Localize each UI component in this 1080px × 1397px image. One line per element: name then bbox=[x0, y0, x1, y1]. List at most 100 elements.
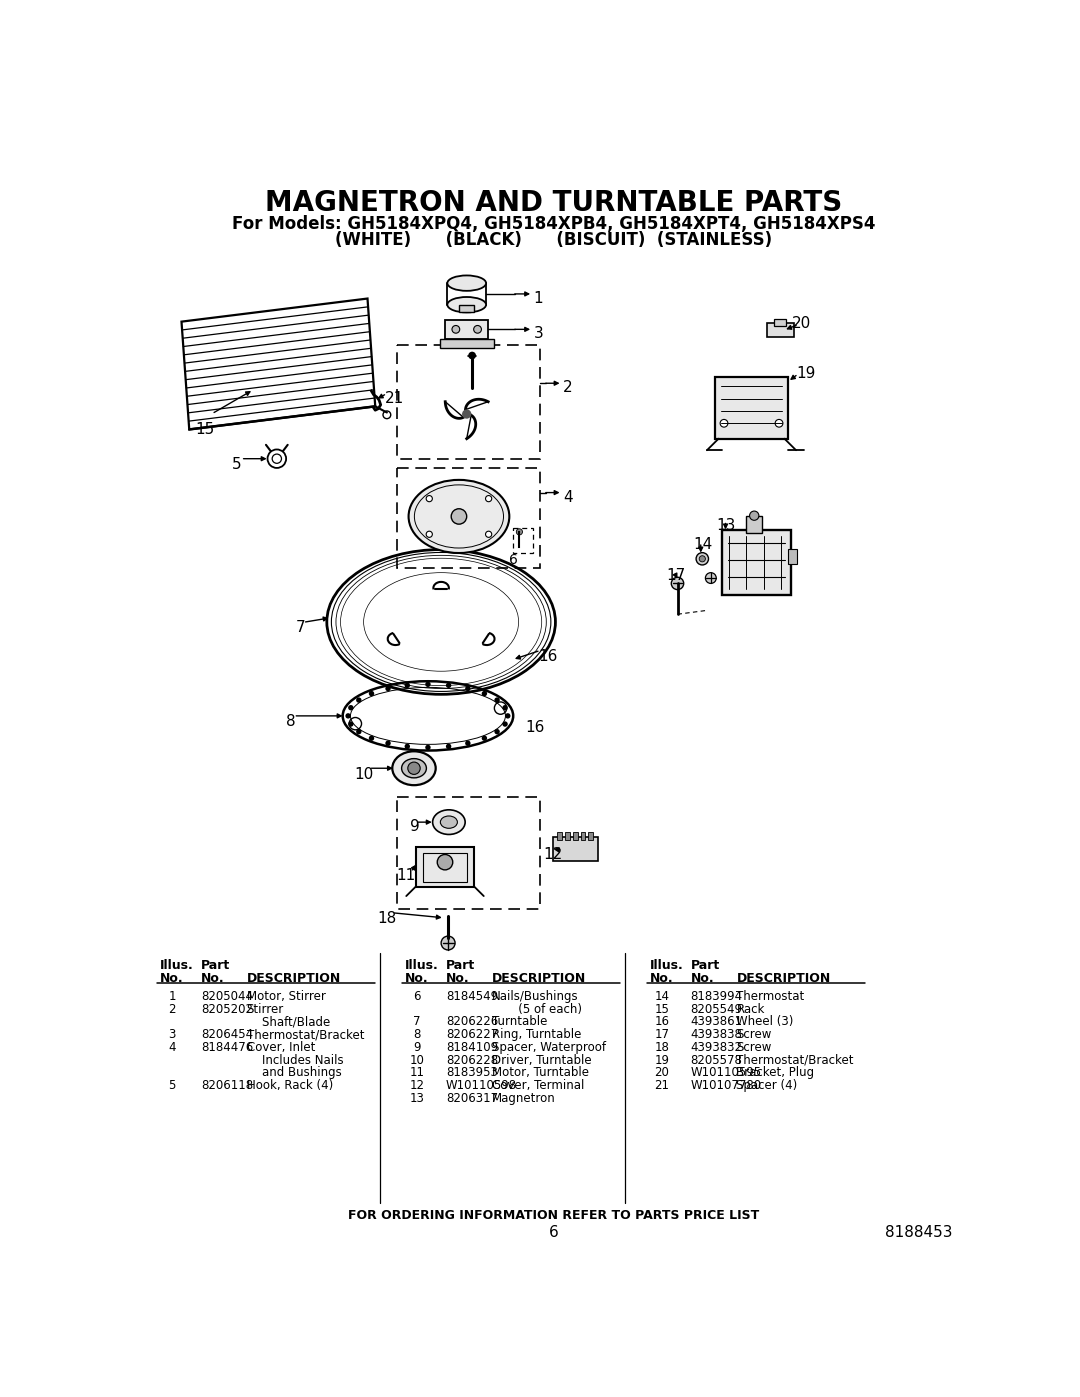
Text: Screw: Screw bbox=[737, 1041, 772, 1053]
Text: 12: 12 bbox=[543, 847, 563, 862]
Text: DESCRIPTION: DESCRIPTION bbox=[737, 971, 831, 985]
Circle shape bbox=[386, 686, 391, 692]
Circle shape bbox=[427, 496, 432, 502]
Text: 12: 12 bbox=[409, 1078, 424, 1092]
Circle shape bbox=[699, 556, 705, 562]
Circle shape bbox=[405, 743, 410, 749]
Circle shape bbox=[386, 740, 391, 746]
Ellipse shape bbox=[447, 298, 486, 313]
Text: Includes Nails: Includes Nails bbox=[246, 1053, 343, 1066]
Text: MAGNETRON AND TURNTABLE PARTS: MAGNETRON AND TURNTABLE PARTS bbox=[265, 189, 842, 217]
FancyBboxPatch shape bbox=[721, 529, 792, 595]
Circle shape bbox=[495, 697, 500, 703]
Circle shape bbox=[505, 714, 511, 718]
Circle shape bbox=[720, 419, 728, 427]
Ellipse shape bbox=[392, 752, 435, 785]
Text: Part: Part bbox=[446, 960, 475, 972]
FancyBboxPatch shape bbox=[581, 833, 585, 840]
Text: 8188453: 8188453 bbox=[886, 1225, 953, 1241]
FancyBboxPatch shape bbox=[746, 515, 762, 532]
Text: Stirrer: Stirrer bbox=[246, 1003, 284, 1016]
Text: Hook, Rack (4): Hook, Rack (4) bbox=[246, 1078, 333, 1092]
Text: 14: 14 bbox=[693, 538, 712, 552]
Text: Ring, Turntable: Ring, Turntable bbox=[491, 1028, 581, 1041]
Text: FOR ORDERING INFORMATION REFER TO PARTS PRICE LIST: FOR ORDERING INFORMATION REFER TO PARTS … bbox=[348, 1208, 759, 1222]
Text: 8184549: 8184549 bbox=[446, 990, 498, 1003]
Ellipse shape bbox=[447, 275, 486, 291]
Circle shape bbox=[368, 735, 374, 740]
Text: 21: 21 bbox=[384, 391, 404, 407]
Circle shape bbox=[502, 721, 508, 726]
Text: 8206228: 8206228 bbox=[446, 1053, 498, 1066]
Text: 4393832: 4393832 bbox=[691, 1041, 743, 1053]
Text: Cover, Inlet: Cover, Inlet bbox=[246, 1041, 315, 1053]
Text: 8184476: 8184476 bbox=[201, 1041, 253, 1053]
Text: For Models: GH5184XPQ4, GH5184XPB4, GH5184XPT4, GH5184XPS4: For Models: GH5184XPQ4, GH5184XPB4, GH51… bbox=[232, 215, 875, 233]
Text: Cover, Terminal: Cover, Terminal bbox=[491, 1078, 584, 1092]
Text: Motor, Turntable: Motor, Turntable bbox=[491, 1066, 589, 1080]
FancyBboxPatch shape bbox=[715, 377, 788, 439]
Text: 17: 17 bbox=[654, 1028, 670, 1041]
Text: 18: 18 bbox=[378, 911, 396, 926]
Text: 2: 2 bbox=[563, 380, 572, 395]
Circle shape bbox=[356, 729, 362, 735]
Circle shape bbox=[462, 409, 471, 419]
FancyBboxPatch shape bbox=[565, 833, 570, 840]
Text: 8183994: 8183994 bbox=[691, 990, 743, 1003]
Ellipse shape bbox=[441, 816, 458, 828]
Text: Bracket, Plug: Bracket, Plug bbox=[737, 1066, 814, 1080]
Text: 5: 5 bbox=[232, 457, 242, 472]
Circle shape bbox=[348, 705, 353, 711]
Circle shape bbox=[495, 729, 500, 735]
Text: 8: 8 bbox=[286, 714, 296, 729]
Text: 2: 2 bbox=[168, 1003, 176, 1016]
Circle shape bbox=[482, 692, 487, 696]
Text: Turntable: Turntable bbox=[491, 1016, 546, 1028]
Text: 8205549: 8205549 bbox=[691, 1003, 743, 1016]
Text: 19: 19 bbox=[796, 366, 815, 381]
Circle shape bbox=[356, 697, 362, 703]
Text: No.: No. bbox=[201, 971, 225, 985]
Text: Spacer (4): Spacer (4) bbox=[737, 1078, 798, 1092]
Text: 9: 9 bbox=[410, 819, 420, 834]
Text: 8205044: 8205044 bbox=[201, 990, 253, 1003]
Text: Shaft/Blade: Shaft/Blade bbox=[246, 1016, 329, 1028]
Text: 6: 6 bbox=[509, 553, 517, 567]
Text: Illus.: Illus. bbox=[649, 960, 684, 972]
FancyBboxPatch shape bbox=[416, 847, 474, 887]
Text: 9: 9 bbox=[414, 1041, 421, 1053]
Text: 13: 13 bbox=[409, 1091, 424, 1105]
Circle shape bbox=[426, 682, 431, 687]
Circle shape bbox=[441, 936, 455, 950]
Text: 6: 6 bbox=[549, 1225, 558, 1241]
Text: 20: 20 bbox=[654, 1066, 670, 1080]
Text: 13: 13 bbox=[716, 518, 735, 534]
Circle shape bbox=[451, 326, 460, 334]
Text: 3: 3 bbox=[168, 1028, 176, 1041]
Ellipse shape bbox=[402, 759, 427, 778]
Circle shape bbox=[348, 721, 353, 726]
Text: 4393861: 4393861 bbox=[691, 1016, 743, 1028]
Text: Thermostat/Bracket: Thermostat/Bracket bbox=[737, 1053, 854, 1066]
Text: W10110595: W10110595 bbox=[691, 1066, 761, 1080]
Text: Nails/Bushings: Nails/Bushings bbox=[491, 990, 578, 1003]
Circle shape bbox=[437, 855, 453, 870]
Text: Part: Part bbox=[201, 960, 230, 972]
Text: 8183953: 8183953 bbox=[446, 1066, 498, 1080]
Circle shape bbox=[516, 529, 523, 535]
Text: 11: 11 bbox=[396, 869, 416, 883]
Text: Illus.: Illus. bbox=[405, 960, 438, 972]
Text: 8206118: 8206118 bbox=[201, 1078, 253, 1092]
Text: Rack: Rack bbox=[737, 1003, 765, 1016]
FancyBboxPatch shape bbox=[557, 833, 562, 840]
Text: W10110598: W10110598 bbox=[446, 1078, 517, 1092]
Text: Wheel (3): Wheel (3) bbox=[737, 1016, 794, 1028]
Circle shape bbox=[486, 531, 491, 538]
Text: 4: 4 bbox=[168, 1041, 176, 1053]
Circle shape bbox=[451, 509, 467, 524]
Text: W10107780: W10107780 bbox=[691, 1078, 761, 1092]
Text: 17: 17 bbox=[666, 569, 685, 583]
Circle shape bbox=[469, 352, 476, 359]
Circle shape bbox=[474, 326, 482, 334]
FancyBboxPatch shape bbox=[767, 323, 794, 337]
